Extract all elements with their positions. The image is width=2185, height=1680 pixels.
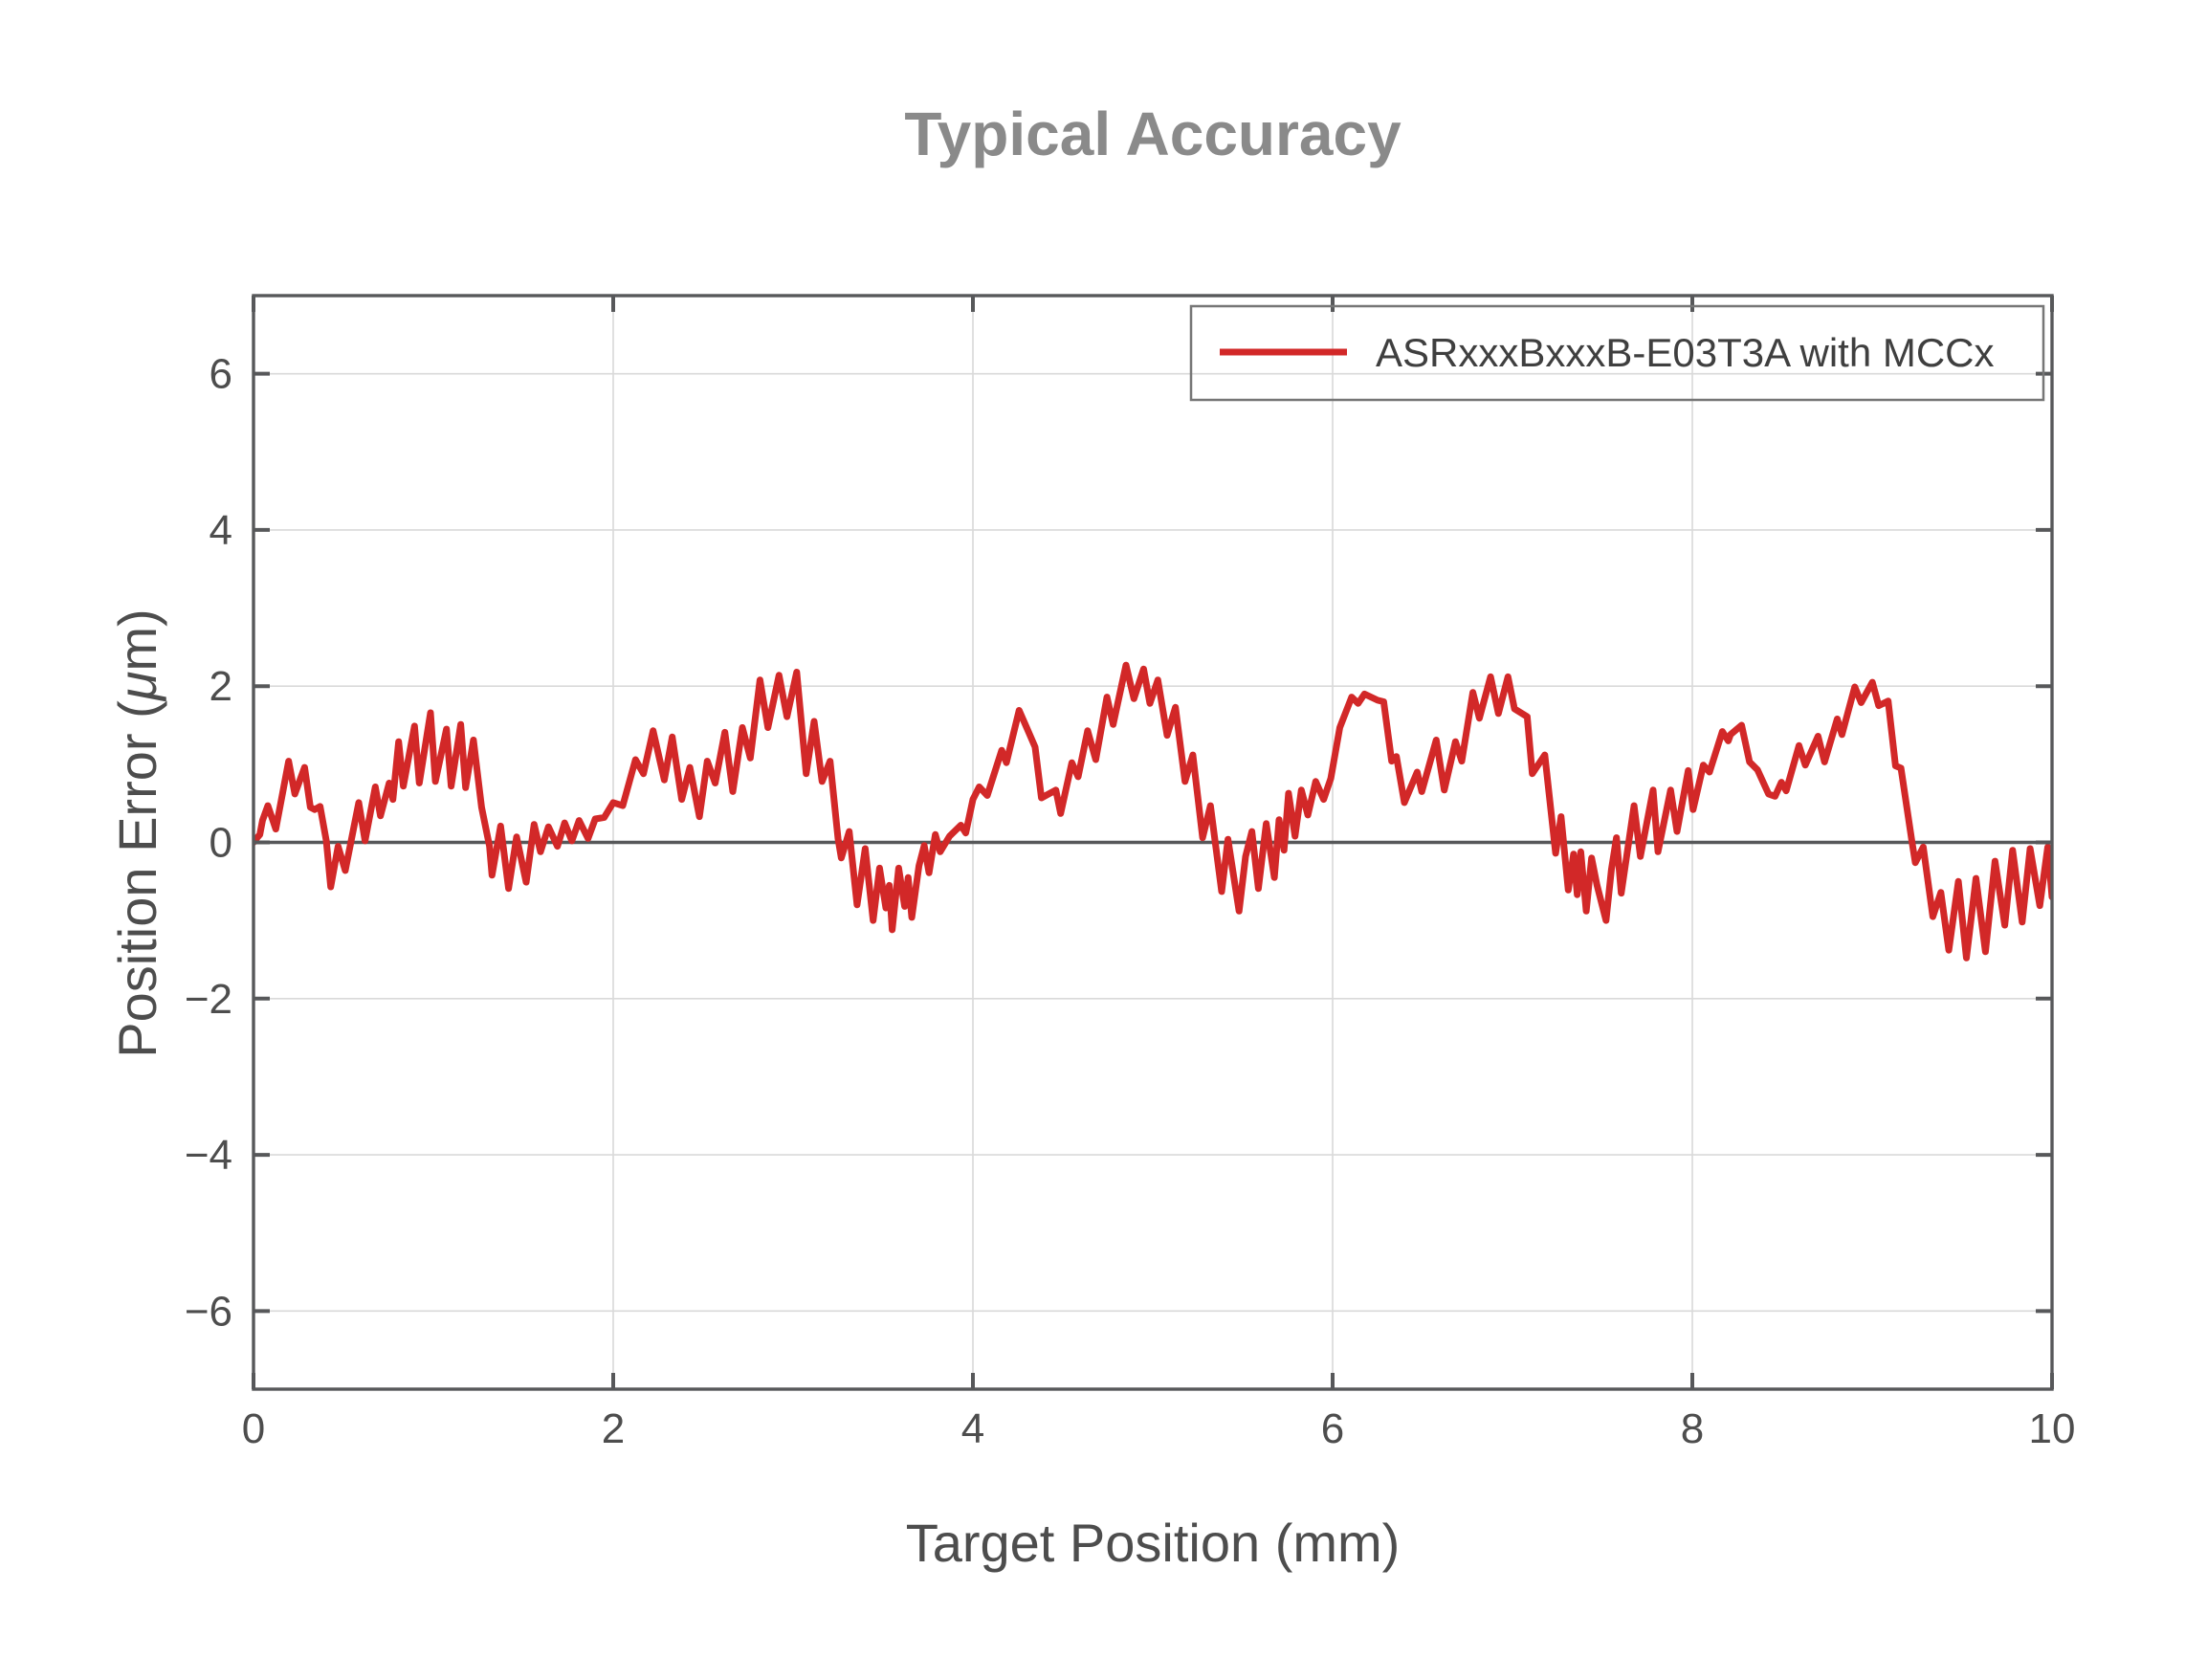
y-axis-label: Position Error (μm)	[107, 608, 167, 1057]
legend-label: ASRxxxBxxxB-E03T3A with MCCx	[1376, 330, 1995, 375]
legend-border	[1189, 304, 2045, 402]
x-tick-label: 0	[242, 1405, 265, 1452]
x-tick-label: 4	[961, 1405, 984, 1452]
tick-label-layer: 0 2 4 6 8 10 −6 −4 −2 0 2 4 6	[185, 351, 2076, 1452]
legend: ASRxxxBxxxB-E03T3A with MCCx	[1189, 304, 2045, 402]
grid-layer	[254, 296, 2052, 1389]
y-tick-label: 6	[210, 351, 232, 398]
x-tick-label: 10	[2029, 1405, 2076, 1452]
x-axis-label: Target Position (mm)	[906, 1513, 1401, 1573]
x-tick-label: 2	[602, 1405, 625, 1452]
y-tick-label: 4	[210, 507, 232, 554]
chart-title: Typical Accuracy	[904, 99, 1401, 168]
y-tick-label: 0	[210, 820, 232, 867]
position-error-curve	[254, 661, 2052, 962]
x-tick-label: 8	[1681, 1405, 1704, 1452]
y-tick-label: −4	[185, 1132, 232, 1179]
x-tick-label: 6	[1321, 1405, 1344, 1452]
y-tick-label: 2	[210, 663, 232, 710]
y-tick-label: −2	[185, 976, 232, 1023]
y-tick-label: −6	[185, 1288, 232, 1335]
series-layer	[254, 661, 2052, 962]
